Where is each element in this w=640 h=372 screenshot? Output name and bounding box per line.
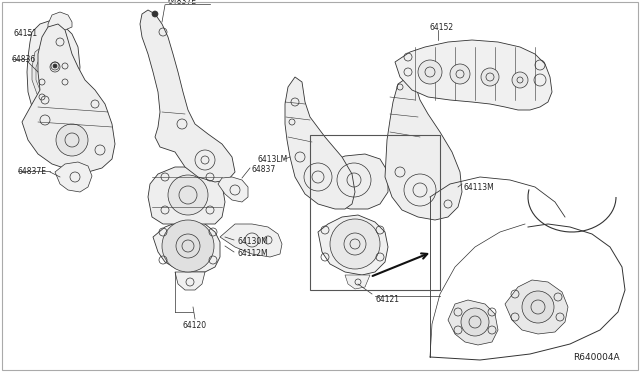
Polygon shape [218, 177, 248, 202]
Text: 6413LM: 6413LM [258, 154, 288, 164]
Text: 64152: 64152 [430, 22, 454, 32]
Polygon shape [505, 280, 568, 334]
Text: 64120: 64120 [183, 321, 207, 330]
Circle shape [330, 219, 380, 269]
Text: 64112M: 64112M [238, 250, 269, 259]
Text: 64837E: 64837E [18, 167, 47, 176]
Circle shape [152, 11, 158, 17]
Circle shape [461, 308, 489, 336]
Polygon shape [140, 10, 235, 182]
Polygon shape [345, 275, 370, 289]
Text: 64121: 64121 [375, 295, 399, 304]
Polygon shape [395, 40, 552, 110]
Polygon shape [22, 24, 115, 172]
Polygon shape [318, 215, 388, 275]
Polygon shape [220, 224, 282, 257]
Polygon shape [48, 12, 72, 30]
Polygon shape [32, 44, 72, 98]
Polygon shape [175, 272, 205, 290]
Text: 64837: 64837 [252, 166, 276, 174]
Text: 64837E: 64837E [168, 0, 197, 6]
Circle shape [512, 72, 528, 88]
Text: 64836: 64836 [12, 55, 36, 64]
Circle shape [56, 124, 88, 156]
Circle shape [53, 64, 57, 68]
Text: 64113M: 64113M [463, 183, 493, 192]
Circle shape [418, 60, 442, 84]
Polygon shape [448, 300, 498, 345]
Bar [310, 135, 440, 290]
Polygon shape [27, 20, 80, 124]
Circle shape [168, 175, 208, 215]
Polygon shape [36, 52, 68, 94]
Polygon shape [55, 162, 92, 192]
Polygon shape [385, 77, 462, 220]
Polygon shape [148, 167, 225, 224]
Polygon shape [153, 220, 220, 272]
Text: 64151: 64151 [14, 29, 38, 38]
Circle shape [522, 291, 554, 323]
Text: 64130M: 64130M [238, 237, 269, 247]
Circle shape [162, 220, 214, 272]
Polygon shape [285, 77, 355, 209]
Circle shape [450, 64, 470, 84]
Text: R640004A: R640004A [573, 353, 620, 362]
Circle shape [481, 68, 499, 86]
Polygon shape [320, 154, 388, 209]
